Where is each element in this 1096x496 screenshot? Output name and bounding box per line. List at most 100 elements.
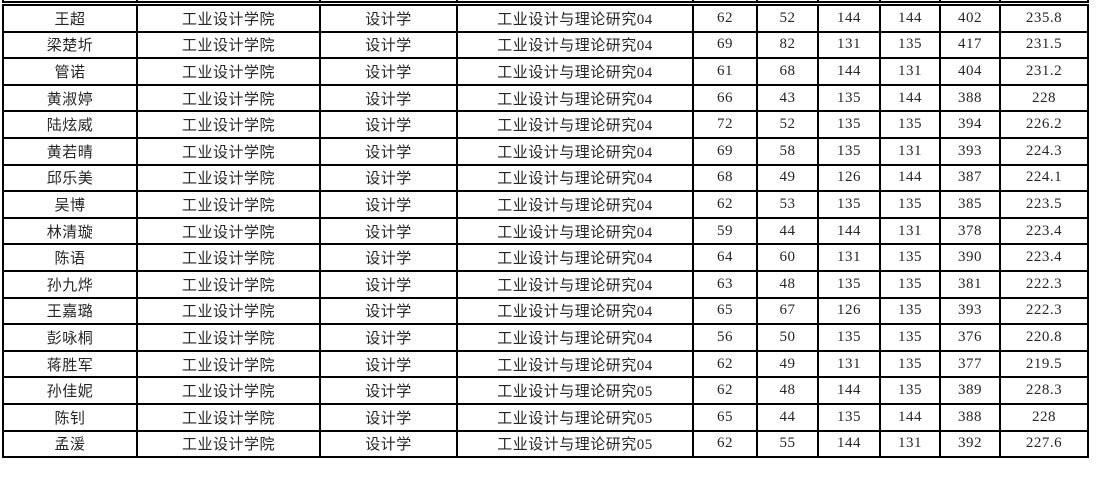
- cell-final_score: 223.4: [999, 216, 1089, 246]
- cell-score_1: 56: [692, 323, 758, 352]
- cell-college: 工业设计学院: [136, 216, 321, 246]
- cell-college: 工业设计学院: [136, 376, 321, 405]
- cell-total_score: 388: [939, 83, 1001, 113]
- cell-major: 设计学: [319, 57, 458, 86]
- cell-final_score: 219.5: [999, 349, 1089, 379]
- cell-score_2: 58: [756, 136, 819, 166]
- cutoff-cell: [692, 0, 758, 3]
- cell-score_2: 82: [756, 30, 819, 60]
- cell-total_score: 393: [939, 136, 1001, 166]
- table-row: 王超 工业设计学院 设计学 工业设计与理论研究04 62 52 144 144 402 235.8: [2, 4, 1089, 33]
- cell-research_direction: 工业设计与理论研究04: [456, 83, 694, 113]
- cell-score_1: 64: [692, 243, 758, 272]
- cell-college: 工业设计学院: [136, 429, 321, 459]
- cell-score_2: 52: [756, 110, 819, 139]
- cell-score_4: 135: [879, 269, 941, 299]
- cell-final_score: 224.3: [999, 136, 1089, 166]
- table-row: 林清璇 工业设计学院 设计学 工业设计与理论研究04 59 44 144 131 378 223.…: [2, 216, 1089, 246]
- cell-college: 工业设计学院: [136, 163, 321, 193]
- cell-major: 设计学: [319, 243, 458, 272]
- cell-score_2: 49: [756, 163, 819, 193]
- cell-score_1: 65: [692, 296, 758, 326]
- cell-total_score: 390: [939, 243, 1001, 272]
- cell-final_score: 222.3: [999, 269, 1089, 299]
- cell-score_3: 144: [817, 216, 881, 246]
- table-row: 陈钊 工业设计学院 设计学 工业设计与理论研究05 65 44 135 144 388 228: [2, 402, 1089, 432]
- cell-college: 工业设计学院: [136, 110, 321, 139]
- cell-total_score: 393: [939, 296, 1001, 326]
- cell-major: 设计学: [319, 429, 458, 459]
- table-row: 黄淑婷 工业设计学院 设计学 工业设计与理论研究04 66 43 135 144 388 228: [2, 83, 1089, 113]
- score-table: 王超 工业设计学院 设计学 工业设计与理论研究04 62 52 144 144 402 235.8…: [2, 4, 1089, 459]
- cell-final_score: 228.3: [999, 376, 1089, 405]
- cell-total_score: 377: [939, 349, 1001, 379]
- cell-score_3: 144: [817, 4, 881, 33]
- score-table-body: 王超 工业设计学院 设计学 工业设计与理论研究04 62 52 144 144 402 235.8…: [2, 4, 1089, 459]
- cell-score_3: 135: [817, 269, 881, 299]
- cell-college: 工业设计学院: [136, 83, 321, 113]
- cell-score_3: 135: [817, 323, 881, 352]
- cell-score_1: 63: [692, 269, 758, 299]
- cell-college: 工业设计学院: [136, 402, 321, 432]
- cell-major: 设计学: [319, 323, 458, 352]
- cell-score_3: 135: [817, 83, 881, 113]
- cell-final_score: 224.1: [999, 163, 1089, 193]
- cell-research_direction: 工业设计与理论研究04: [456, 30, 694, 60]
- table-row: 黄若晴 工业设计学院 设计学 工业设计与理论研究04 69 58 135 131 393 224.…: [2, 136, 1089, 166]
- cell-score_2: 44: [756, 216, 819, 246]
- cell-name: 孟湲: [2, 429, 138, 459]
- cell-research_direction: 工业设计与理论研究05: [456, 402, 694, 432]
- cell-total_score: 376: [939, 323, 1001, 352]
- cell-name: 孙九烨: [2, 269, 138, 299]
- cell-research_direction: 工业设计与理论研究04: [456, 216, 694, 246]
- cell-major: 设计学: [319, 296, 458, 326]
- cell-score_2: 43: [756, 83, 819, 113]
- cell-research_direction: 工业设计与理论研究05: [456, 376, 694, 405]
- cell-total_score: 402: [939, 4, 1001, 33]
- cell-research_direction: 工业设计与理论研究04: [456, 190, 694, 219]
- cell-name: 陆炫威: [2, 110, 138, 139]
- cell-final_score: 228: [999, 83, 1089, 113]
- cell-score_1: 62: [692, 4, 758, 33]
- cell-score_1: 69: [692, 136, 758, 166]
- cell-score_3: 126: [817, 296, 881, 326]
- cell-score_4: 144: [879, 402, 941, 432]
- cell-score_4: 131: [879, 216, 941, 246]
- cell-score_4: 144: [879, 83, 941, 113]
- cutoff-cell: [817, 0, 881, 3]
- table-row: 孙九烨 工业设计学院 设计学 工业设计与理论研究04 63 48 135 135 381 222.…: [2, 269, 1089, 299]
- cutoff-cell: [2, 0, 138, 3]
- cell-research_direction: 工业设计与理论研究04: [456, 269, 694, 299]
- cell-research_direction: 工业设计与理论研究04: [456, 349, 694, 379]
- cell-score_2: 48: [756, 269, 819, 299]
- cell-college: 工业设计学院: [136, 296, 321, 326]
- cell-total_score: 404: [939, 57, 1001, 86]
- cell-score_3: 131: [817, 349, 881, 379]
- cell-score_2: 53: [756, 190, 819, 219]
- cell-score_3: 144: [817, 57, 881, 86]
- cell-score_1: 59: [692, 216, 758, 246]
- cell-research_direction: 工业设计与理论研究04: [456, 110, 694, 139]
- cell-research_direction: 工业设计与理论研究04: [456, 323, 694, 352]
- cutoff-row: [2, 0, 1089, 3]
- cell-score_2: 68: [756, 57, 819, 86]
- cell-final_score: 231.2: [999, 57, 1089, 86]
- cell-total_score: 389: [939, 376, 1001, 405]
- cell-final_score: 231.5: [999, 30, 1089, 60]
- cell-research_direction: 工业设计与理论研究04: [456, 4, 694, 33]
- cell-total_score: 387: [939, 163, 1001, 193]
- cell-score_1: 62: [692, 376, 758, 405]
- cell-college: 工业设计学院: [136, 30, 321, 60]
- cell-score_2: 49: [756, 349, 819, 379]
- cell-score_2: 67: [756, 296, 819, 326]
- table-row: 梁楚圻 工业设计学院 设计学 工业设计与理论研究04 69 82 131 135 417 231.…: [2, 30, 1089, 60]
- cell-final_score: 226.2: [999, 110, 1089, 139]
- cell-score_1: 72: [692, 110, 758, 139]
- cell-college: 工业设计学院: [136, 243, 321, 272]
- cell-major: 设计学: [319, 376, 458, 405]
- cell-major: 设计学: [319, 190, 458, 219]
- cell-final_score: 235.8: [999, 4, 1089, 33]
- cell-major: 设计学: [319, 4, 458, 33]
- table-row: 孟湲 工业设计学院 设计学 工业设计与理论研究05 62 55 144 131 392 227.6: [2, 429, 1089, 459]
- table-row: 王嘉璐 工业设计学院 设计学 工业设计与理论研究04 65 67 126 135 393 222.…: [2, 296, 1089, 326]
